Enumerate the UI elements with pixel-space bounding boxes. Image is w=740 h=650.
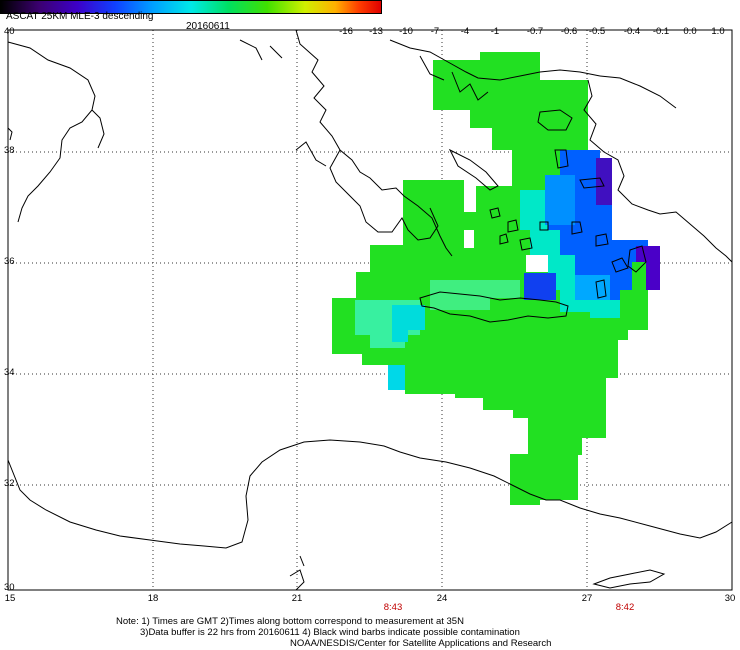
map-frame: [7, 29, 733, 591]
colorbar-label: -16: [339, 26, 353, 37]
north-aegean-coast: [389, 39, 601, 101]
colorbar: [0, 0, 382, 14]
sicily-coast: [7, 127, 13, 141]
italy-coast: [7, 41, 105, 223]
colorbar-label: -0.1: [652, 26, 670, 37]
rhodes-island: [627, 245, 647, 273]
peloponnese-coast: [329, 149, 439, 241]
note-line-1: Note: 1) Times are GMT 2)Times along bot…: [116, 616, 464, 627]
dodecanese: [571, 221, 629, 273]
cyclades: [489, 207, 549, 251]
cyprus-coast: [592, 569, 666, 589]
turkey-coast: [583, 75, 733, 263]
lon-label: 24: [436, 593, 448, 604]
lat-label: 36: [4, 256, 15, 267]
lon-label: 18: [147, 593, 159, 604]
greece-west-coast: [295, 29, 453, 257]
libya-coast: [7, 439, 733, 549]
lat-label: 32: [4, 478, 15, 489]
lon-label: 30: [724, 593, 736, 604]
colorbar-label: -13: [369, 26, 383, 37]
lon-label: 15: [4, 593, 16, 604]
coastlines: [7, 29, 733, 591]
pass-time-label: 8:43: [383, 602, 403, 613]
note-line-2: 3)Data buffer is 22 hrs from 20160611 4)…: [140, 627, 520, 638]
colorbar-label: -0.5: [588, 26, 606, 37]
colorbar-label: -4: [460, 26, 470, 37]
lon-label: 27: [581, 593, 593, 604]
colorbar-label: 1.0: [711, 26, 725, 37]
samos-island: [579, 177, 605, 189]
colorbar-label: -1: [490, 26, 500, 37]
colorbar-label: 0.0: [683, 26, 697, 37]
lat-label: 38: [4, 145, 15, 156]
product-title: ASCAT 25KM MLE-3 descending: [6, 11, 154, 22]
lat-label: 34: [4, 367, 15, 378]
lon-label: 21: [291, 593, 303, 604]
note-line-3: NOAA/NESDIS/Center for Satellite Applica…: [290, 638, 552, 649]
colorbar-label: -10: [399, 26, 413, 37]
crete-coast: [419, 291, 569, 323]
colorbar-label: -7: [430, 26, 440, 37]
colorbar-label: -0.6: [560, 26, 578, 37]
lat-label: 30: [4, 582, 15, 593]
chios-island: [554, 149, 569, 169]
product-date: 20160611: [186, 21, 230, 32]
pass-time-label: 8:42: [615, 602, 635, 613]
colorbar-label: -0.4: [623, 26, 641, 37]
karpathos-island: [595, 279, 607, 299]
evia-island: [448, 148, 499, 191]
colorbar-label: -0.7: [526, 26, 544, 37]
lesvos-island: [537, 109, 573, 131]
lat-label: 40: [4, 26, 15, 37]
wind-swath: [332, 52, 660, 505]
